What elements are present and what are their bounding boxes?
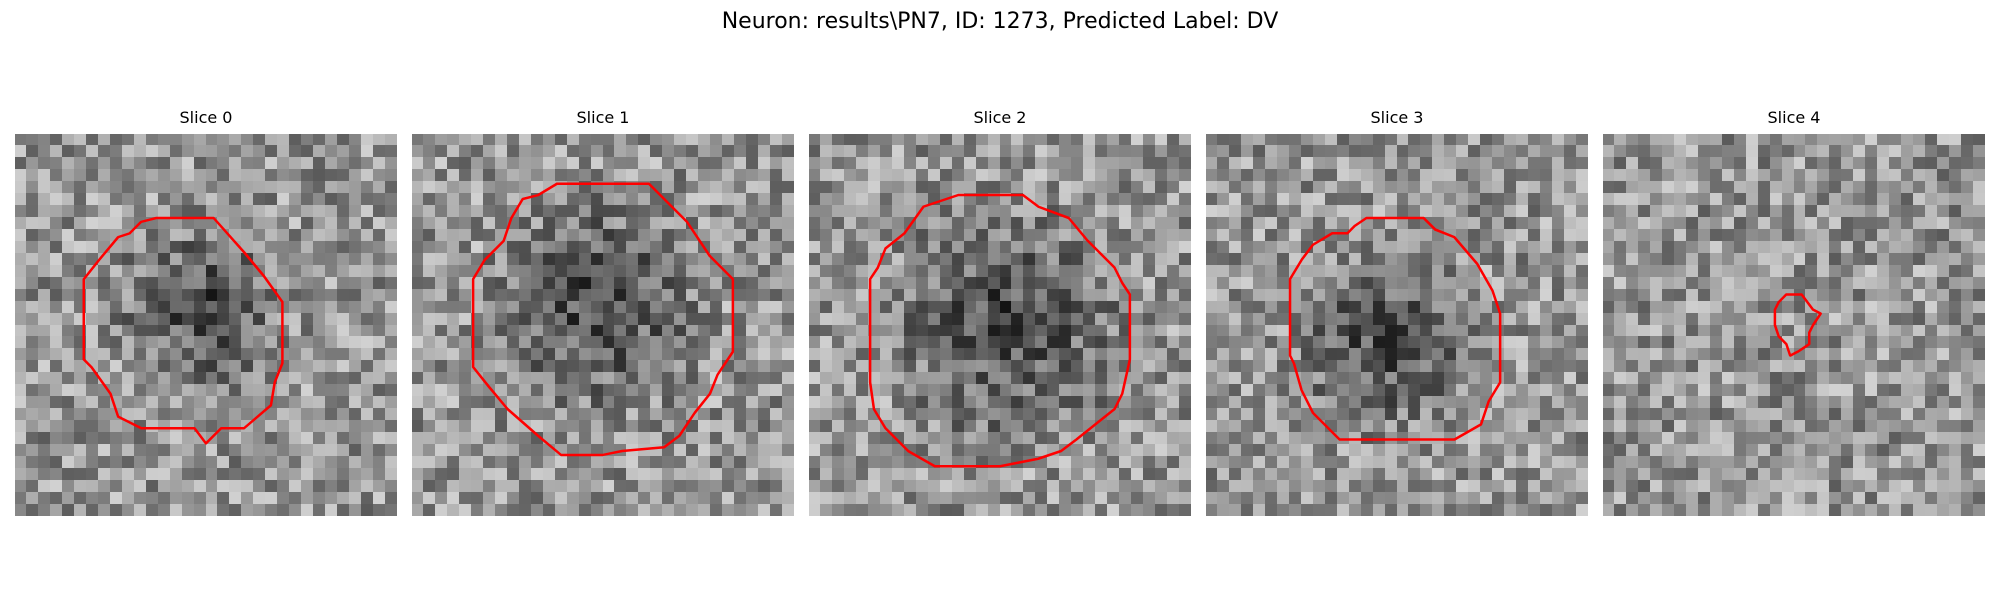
slice-title: Slice 2 [973, 108, 1027, 127]
slice-panel-4: Slice 4 [1603, 108, 1985, 516]
slice-title: Slice 0 [179, 108, 233, 127]
slice-panel-0: Slice 0 [15, 108, 397, 516]
slice-image [15, 134, 397, 516]
figure-title: Neuron: results\PN7, ID: 1273, Predicted… [721, 9, 1279, 34]
slice-image [412, 134, 794, 516]
slice-title: Slice 3 [1370, 108, 1424, 127]
slice-panel-3: Slice 3 [1206, 108, 1588, 516]
slice-panel-2: Slice 2 [809, 108, 1191, 516]
slice-title: Slice 1 [576, 108, 630, 127]
slice-title: Slice 4 [1767, 108, 1821, 127]
slice-image [1206, 134, 1588, 516]
slice-image [809, 134, 1191, 516]
slice-image [1603, 134, 1985, 516]
slice-panel-1: Slice 1 [412, 108, 794, 516]
